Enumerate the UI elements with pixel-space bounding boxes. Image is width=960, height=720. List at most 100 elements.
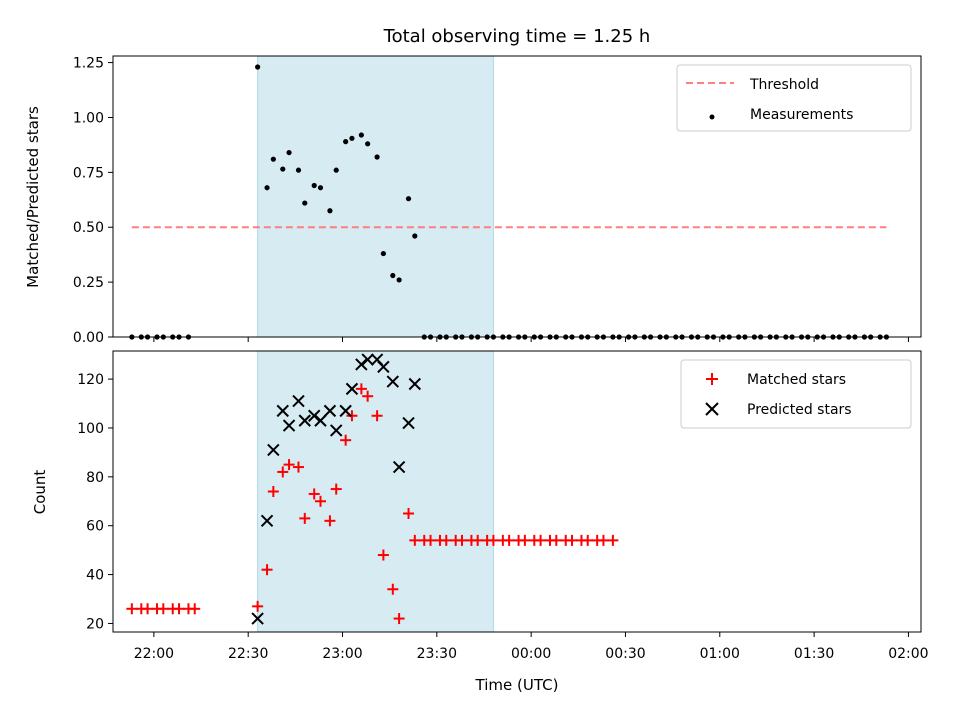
measurement-point	[286, 149, 292, 156]
top-legend: Threshold Measurements	[676, 64, 912, 132]
predicted-stars-series	[251, 353, 422, 625]
y-tick-label: 1.25	[73, 56, 104, 72]
matched-point	[393, 613, 405, 625]
matched-point	[142, 603, 154, 615]
measurement-point	[311, 182, 317, 189]
matched-point	[173, 603, 185, 615]
x-tick-label: 01:30	[794, 646, 834, 662]
matched-point	[409, 534, 421, 546]
matched-point	[597, 534, 609, 546]
predicted-point	[276, 404, 289, 418]
legend-threshold-label: Threshold	[749, 77, 819, 93]
y-tick-label: 80	[86, 470, 104, 486]
legend-matched-label: Matched stars	[747, 372, 846, 388]
predicted-point	[314, 414, 327, 427]
chart-title: Total observing time = 1.25 h	[383, 26, 651, 47]
measurement-point	[380, 250, 386, 257]
matched-point	[189, 603, 201, 615]
predicted-point	[386, 375, 400, 388]
matched-point	[330, 483, 342, 495]
bottom-legend: Matched stars Predicted stars	[680, 359, 912, 429]
y-tick-label: 40	[86, 568, 104, 584]
predicted-point	[402, 416, 415, 430]
matched-point	[346, 410, 358, 422]
legend-measurements-swatch	[709, 114, 715, 120]
bottom-plot-frame	[112, 350, 922, 633]
predicted-point	[345, 382, 359, 396]
predicted-point	[377, 360, 390, 374]
matched-point	[550, 534, 562, 546]
measurement-point	[365, 141, 371, 147]
top-x-ticks	[153, 337, 909, 342]
predicted-point	[251, 612, 264, 625]
x-tick-label: 02:00	[888, 646, 928, 662]
measurement-point	[412, 233, 418, 239]
matched-point	[440, 534, 452, 546]
bottom-observing-window	[257, 351, 494, 632]
matched-point	[425, 534, 437, 546]
x-tick-label: 23:30	[417, 646, 457, 662]
matched-point	[362, 390, 374, 402]
predicted-point	[267, 443, 280, 457]
bottom-y-axis: 20 40 60 80 100 120	[77, 372, 113, 632]
bottom-x-axis: 22:00 22:30 23:00 23:30 00:00 00:30 01:00 01:30…	[134, 632, 929, 662]
x-tick-label: 23:00	[322, 646, 362, 662]
matched-point	[371, 410, 383, 422]
x-tick-label: 00:30	[605, 646, 645, 662]
matched-point	[308, 488, 320, 500]
top-panel: 0.00 0.25 0.50 0.75 1.00 1.25 Matched/Predict…	[24, 55, 922, 346]
matched-point	[261, 564, 273, 576]
measurement-point	[255, 64, 261, 70]
legend-predicted-label: Predicted stars	[747, 402, 852, 418]
matched-point	[126, 603, 138, 615]
measurement-point	[270, 156, 276, 162]
top-observing-window	[257, 56, 494, 337]
matched-point	[283, 459, 295, 471]
measurement-point	[333, 167, 339, 173]
bottom-y-axis-label: Count	[31, 470, 49, 515]
measurement-point	[358, 132, 364, 138]
predicted-point	[361, 353, 374, 366]
matched-point	[267, 486, 279, 497]
matched-point	[387, 583, 399, 595]
matched-point	[607, 534, 619, 546]
matched-point	[315, 495, 327, 507]
y-tick-label: 120	[77, 372, 104, 388]
matched-point	[566, 534, 578, 546]
predicted-point	[339, 404, 352, 418]
bottom-legend-box	[680, 359, 912, 429]
y-tick-label: 60	[86, 519, 104, 535]
predicted-point	[392, 460, 406, 474]
matched-point	[487, 534, 499, 546]
top-plot-frame	[112, 55, 922, 338]
predicted-point	[282, 419, 296, 432]
x-axis-label: Time (UTC)	[475, 676, 559, 694]
matched-point	[340, 434, 352, 446]
measurement-point	[295, 167, 302, 173]
predicted-point	[298, 414, 311, 427]
y-tick-label: 0.75	[73, 165, 104, 181]
matched-point	[157, 603, 169, 615]
matched-point	[377, 549, 389, 561]
y-tick-label: 1.00	[73, 110, 104, 126]
measurement-point	[317, 185, 324, 191]
x-tick-label: 00:00	[511, 646, 551, 662]
matched-point	[582, 534, 594, 546]
predicted-point	[408, 377, 422, 391]
legend-measurements-label: Measurements	[750, 107, 853, 123]
predicted-point	[260, 514, 274, 528]
y-tick-label: 20	[86, 616, 104, 632]
matched-point	[456, 534, 468, 546]
measurement-point	[343, 139, 349, 145]
y-tick-label: 0.25	[73, 275, 104, 291]
measurement-point	[280, 166, 286, 172]
top-legend-box	[676, 64, 912, 132]
measurement-point	[374, 154, 380, 160]
matched-point	[503, 534, 515, 546]
measurement-point	[396, 277, 402, 283]
matched-stars-series	[126, 383, 619, 625]
predicted-point	[292, 394, 305, 408]
predicted-point	[323, 404, 337, 418]
matched-point	[292, 461, 304, 473]
matched-point	[519, 534, 531, 546]
